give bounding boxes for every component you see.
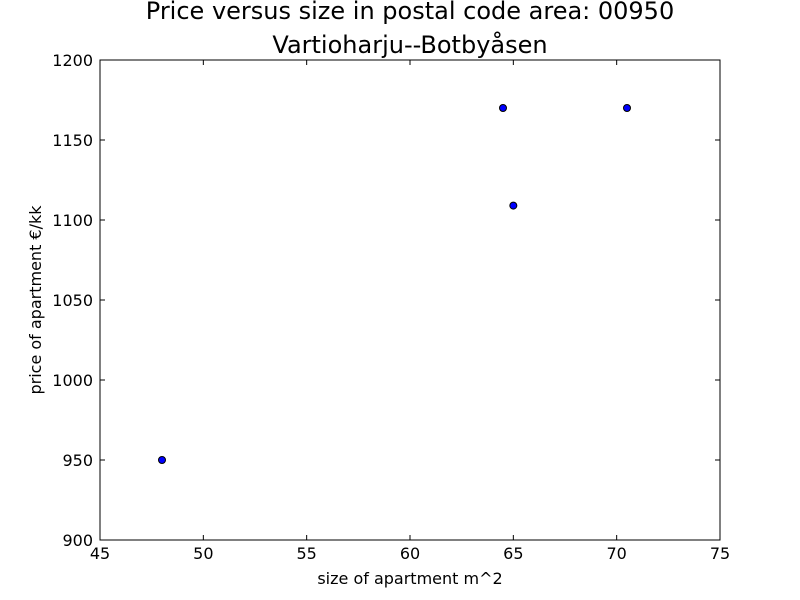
x-tick-label: 75 [710,544,730,563]
y-tick-label: 1000 [52,371,93,390]
plot-area [99,59,721,541]
y-tick-label: 1100 [52,211,93,230]
scatter-point [623,104,631,112]
y-axis-label: price of apartment €/kk [26,205,45,395]
y-tick-label: 950 [62,451,93,470]
y-axis-ticks: 900 950 1000 1050 1100 1150 1200 [52,51,720,550]
x-tick-label: 55 [296,544,316,563]
scatter-point [158,456,166,464]
x-tick-label: 45 [90,544,110,563]
chart-title-line-1: Price versus size in postal code area: 0… [146,0,674,25]
chart-title-line-2: Vartioharju--Botbyåsen [272,30,547,59]
x-axis-label: size of apartment m^2 [317,569,502,588]
x-axis-ticks: 45 50 55 60 65 70 75 [90,60,730,563]
y-tick-label: 900 [62,531,93,550]
y-tick-label: 1150 [52,131,93,150]
scatter-point [499,104,507,112]
scatter-point [509,201,518,210]
y-tick-label: 1050 [52,291,93,310]
x-tick-label: 70 [606,544,626,563]
x-tick-label: 65 [503,544,523,563]
x-tick-label: 60 [400,544,420,563]
y-tick-label: 1200 [52,51,93,70]
data-points [158,104,631,464]
x-tick-label: 50 [193,544,213,563]
